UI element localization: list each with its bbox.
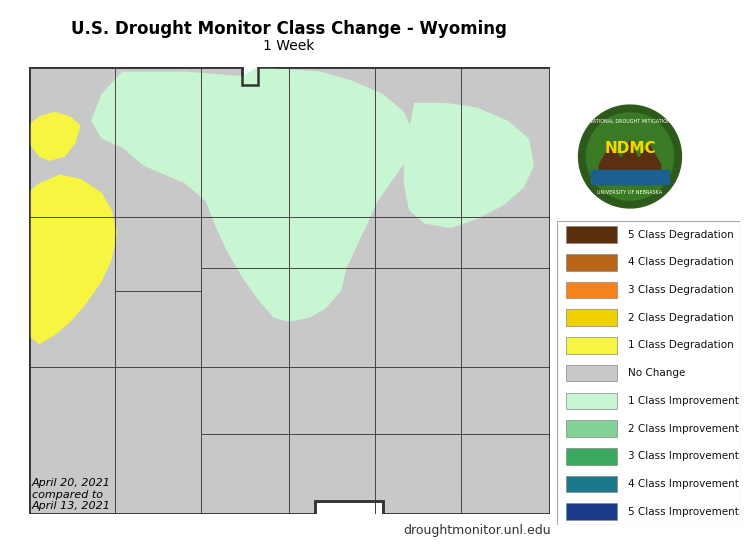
Polygon shape: [599, 141, 661, 184]
Text: 1 Class Improvement: 1 Class Improvement: [628, 396, 739, 406]
Text: UNIVERSITY OF NEBRASKA: UNIVERSITY OF NEBRASKA: [598, 191, 662, 195]
Text: 1 Week: 1 Week: [263, 39, 314, 53]
Text: droughtmonitor.unl.edu: droughtmonitor.unl.edu: [404, 524, 551, 537]
Text: 5 Class Degradation: 5 Class Degradation: [628, 230, 734, 240]
Text: 3 Class Degradation: 3 Class Degradation: [628, 285, 734, 295]
Polygon shape: [404, 103, 534, 228]
Polygon shape: [586, 113, 674, 200]
Bar: [566, 476, 617, 492]
Polygon shape: [591, 170, 669, 184]
Polygon shape: [28, 67, 550, 514]
Bar: [566, 310, 617, 326]
Polygon shape: [28, 174, 117, 344]
Polygon shape: [91, 67, 414, 322]
Text: April 20, 2021
compared to
April 13, 2021: April 20, 2021 compared to April 13, 202…: [32, 478, 110, 511]
Polygon shape: [578, 105, 682, 208]
Bar: [566, 503, 617, 520]
Text: NATIONAL DROUGHT MITIGATION: NATIONAL DROUGHT MITIGATION: [590, 120, 670, 124]
Text: 5 Class Improvement: 5 Class Improvement: [628, 506, 739, 517]
Text: No Change: No Change: [628, 368, 686, 378]
Text: 2 Class Improvement: 2 Class Improvement: [628, 424, 739, 434]
Text: 4 Class Improvement: 4 Class Improvement: [628, 479, 739, 489]
Bar: [566, 448, 617, 465]
Bar: [566, 282, 617, 299]
Text: 3 Class Improvement: 3 Class Improvement: [628, 451, 739, 461]
Bar: [566, 365, 617, 381]
Text: 2 Class Degradation: 2 Class Degradation: [628, 312, 734, 323]
Text: U.S. Drought Monitor Class Change - Wyoming: U.S. Drought Monitor Class Change - Wyom…: [70, 20, 507, 37]
Bar: [566, 420, 617, 437]
Text: 1 Class Degradation: 1 Class Degradation: [628, 340, 734, 350]
Text: NDMC: NDMC: [604, 141, 656, 155]
Bar: [566, 392, 617, 409]
Bar: [566, 337, 617, 354]
Text: 4 Class Degradation: 4 Class Degradation: [628, 257, 734, 267]
Bar: [566, 226, 617, 243]
Bar: [566, 254, 617, 271]
Polygon shape: [28, 112, 81, 161]
